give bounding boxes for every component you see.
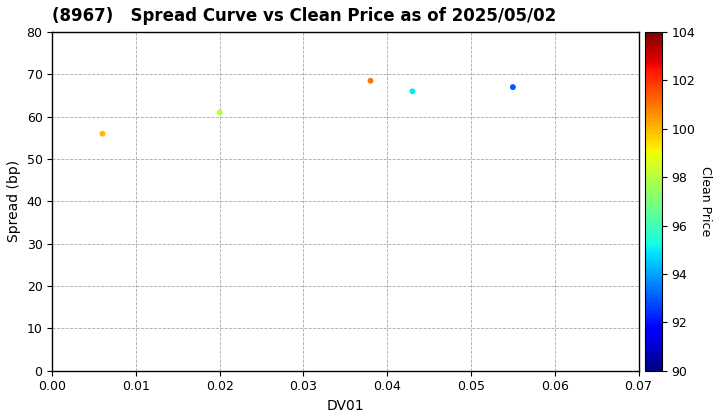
Point: [407, 88, 418, 94]
Text: (8967)   Spread Curve vs Clean Price as of 2025/05/02: (8967) Spread Curve vs Clean Price as of…: [53, 7, 557, 25]
Point: [507, 84, 518, 90]
Point: [214, 109, 225, 116]
Point: [96, 130, 108, 137]
Y-axis label: Clean Price: Clean Price: [699, 166, 712, 236]
Y-axis label: Spread (bp): Spread (bp): [7, 160, 21, 242]
Point: [365, 77, 377, 84]
X-axis label: DV01: DV01: [327, 399, 364, 413]
